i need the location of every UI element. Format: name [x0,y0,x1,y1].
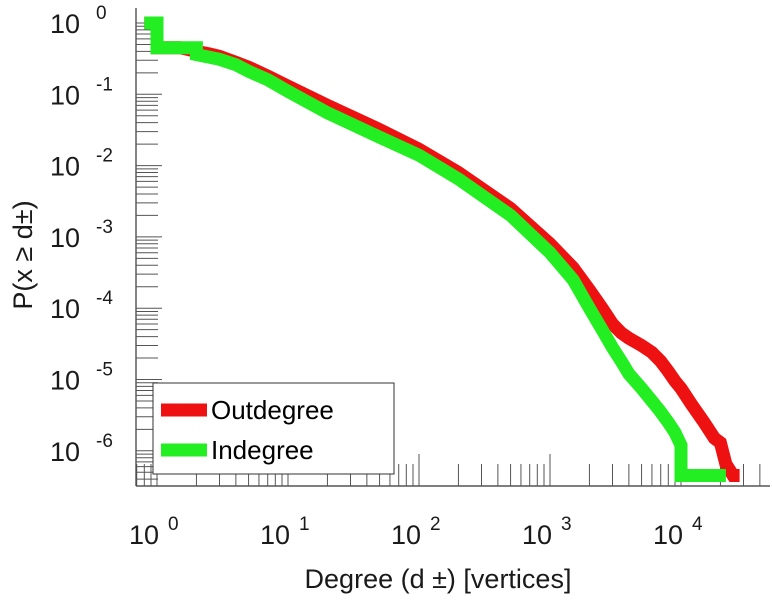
y-tick-label: 10 -3 [50,217,113,253]
legend-label-indegree: Indegree [211,435,314,465]
y-axis-title: P(x ≥ d±) [8,200,38,309]
y-tick-label: 10 -2 [50,146,113,182]
x-tick-label: 10 0 [129,514,179,550]
y-tick-label: 10 0 [50,3,107,39]
y-tick-label: 10 -1 [50,74,113,110]
y-tick-label: 10 -5 [50,360,113,396]
series-line-indegree [144,16,726,482]
y-tick-label: 10 -4 [50,288,113,324]
x-tick-label: 10 1 [260,514,310,550]
y-tick-label: 10 -6 [50,431,113,467]
x-tick-label: 10 2 [391,514,441,550]
x-tick-label: 10 3 [522,514,572,550]
legend-box [152,382,395,475]
x-tick-label: 10 4 [653,514,703,550]
legend-label-outdegree: Outdegree [211,395,334,425]
x-axis-title: Degree (d ±) [vertices] [305,564,572,594]
